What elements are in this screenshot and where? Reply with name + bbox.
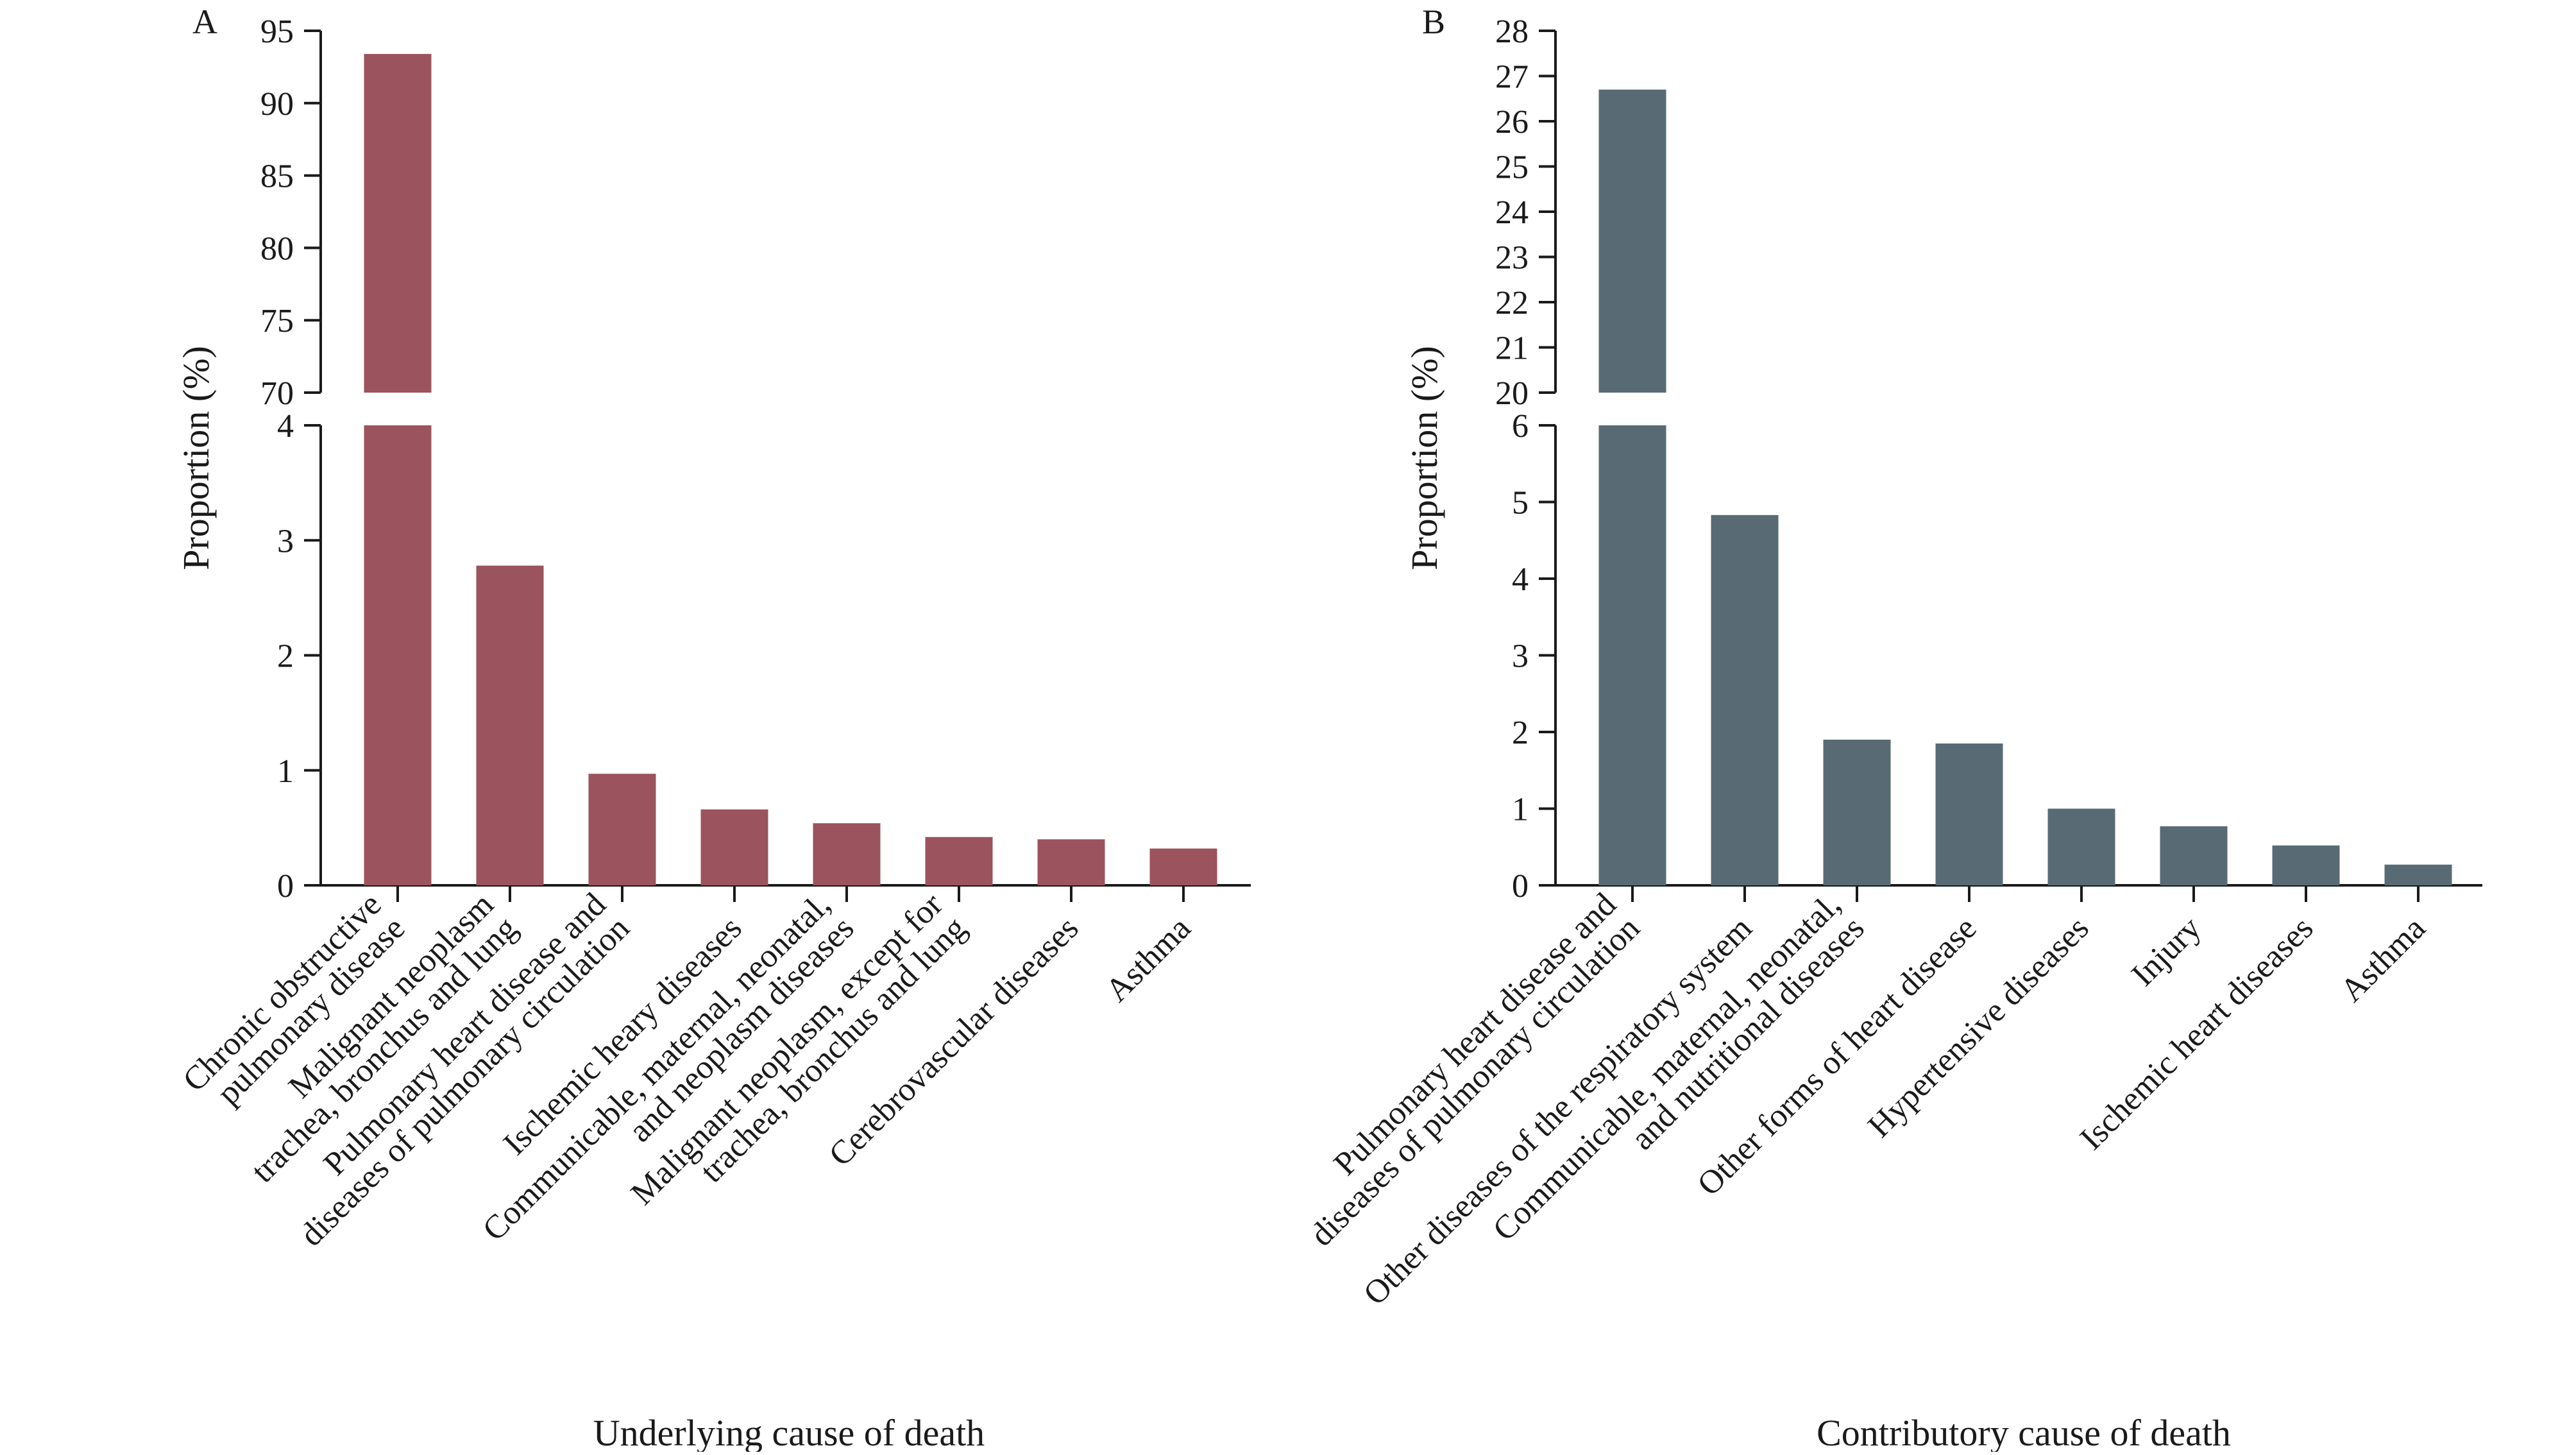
panel-a-y-tick-label: 0 xyxy=(277,868,294,905)
panel-a-y-axis-title: Proportion (%) xyxy=(175,346,217,570)
panel-b-y-tick-label: 27 xyxy=(1495,59,1529,96)
panel-a-y-tick-label: 75 xyxy=(260,303,294,339)
panel-b-bar-upper-segment xyxy=(1598,89,1666,393)
panel-b-y-tick-label: 23 xyxy=(1495,240,1529,277)
panel-b-y-tick-label: 28 xyxy=(1495,13,1529,50)
panel-a-bar xyxy=(1149,848,1217,885)
panel-a-y-tick-label: 85 xyxy=(260,158,294,195)
panel-b-bar xyxy=(2272,845,2340,885)
panel-a-bar-upper-segment xyxy=(364,54,432,393)
panel-b-bar xyxy=(1823,739,1891,885)
panel-b-bar xyxy=(1598,425,1666,885)
panel-a-y-tick-label: 2 xyxy=(277,638,294,675)
panel-b-y-tick-label: 21 xyxy=(1495,330,1529,367)
panel-b-bar xyxy=(2160,826,2228,885)
panel-b-y-tick-label: 24 xyxy=(1495,194,1529,231)
panel-a-letter: A xyxy=(192,3,217,41)
panel-a-y-tick-label: 4 xyxy=(277,408,294,445)
panel-b-bar xyxy=(2047,808,2115,885)
panel-a-y-tick-label: 1 xyxy=(277,753,294,790)
panel-a-category-label: Asthma xyxy=(1099,910,1198,1009)
panel-a-bar xyxy=(1037,839,1105,885)
panel-b-y-tick-label: 25 xyxy=(1495,149,1529,186)
panel-b-y-tick-label: 20 xyxy=(1495,375,1529,412)
panel-a-bar xyxy=(364,425,432,885)
panel-b-bar xyxy=(1935,743,2003,885)
panel-b-y-axis-title: Proportion (%) xyxy=(1403,346,1445,570)
panel-b-bar xyxy=(2384,864,2452,885)
panel-a-y-tick-label: 3 xyxy=(277,523,294,559)
panel-b-category-label: Asthma xyxy=(2334,910,2433,1009)
panel-b-y-tick-label: 4 xyxy=(1512,561,1529,598)
panel-a-y-tick-label: 95 xyxy=(260,13,294,50)
panel-a-bar xyxy=(925,837,993,885)
panel-a-x-axis-title: Underlying cause of death xyxy=(593,1412,985,1452)
panel-b-bar xyxy=(1711,515,1779,885)
panel-b-category-label: Hypertensive diseases xyxy=(1861,910,2096,1144)
panel-b-y-tick-label: 1 xyxy=(1512,792,1529,828)
panel-b-y-tick-label: 0 xyxy=(1512,868,1529,905)
panel-b-y-tick-label: 6 xyxy=(1512,408,1529,445)
panel-a-y-tick-label: 80 xyxy=(260,230,294,267)
panel-b-letter: B xyxy=(1422,3,1445,41)
panel-b-x-axis-title: Contributory cause of death xyxy=(1817,1412,2231,1452)
panel-b-y-tick-label: 26 xyxy=(1495,104,1529,140)
panel-a-bar xyxy=(813,823,881,885)
panel-b-category-label: Injury xyxy=(2124,910,2208,993)
panel-a-y-tick-label: 70 xyxy=(260,375,294,412)
panel-b-y-tick-label: 5 xyxy=(1512,485,1529,522)
panel-a-bar xyxy=(476,565,544,885)
panel-a-y-tick-label: 90 xyxy=(260,86,294,123)
panel-a-bar xyxy=(588,774,656,885)
panel-b-y-tick-label: 3 xyxy=(1512,638,1529,675)
panel-a-bar xyxy=(700,809,768,885)
panel-b-y-tick-label: 22 xyxy=(1495,285,1529,321)
panel-b-y-tick-label: 2 xyxy=(1512,715,1529,751)
